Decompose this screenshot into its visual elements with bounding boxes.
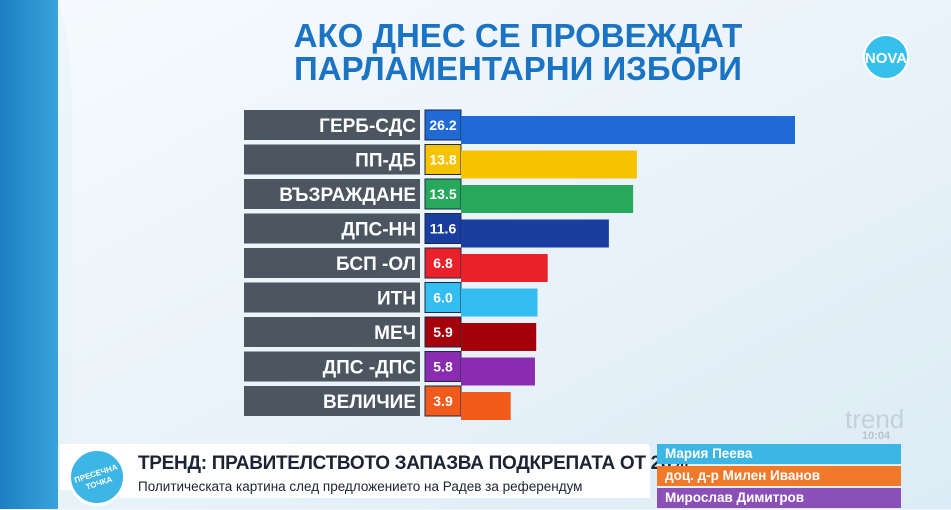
headline: ТРЕНД: ПРАВИТЕЛСТВОТО ЗАПАЗВА ПОДКРЕПАТА… — [138, 453, 688, 474]
bar-7 — [461, 357, 535, 386]
category-label-box-7 — [244, 351, 420, 382]
value-label-5: 6.0 — [433, 290, 453, 306]
category-label-2: ВЪЗРАЖДАНЕ — [279, 185, 416, 206]
bar-0 — [461, 116, 795, 144]
category-label-box-1 — [244, 144, 420, 175]
value-label-6: 5.9 — [433, 324, 453, 340]
left-band — [0, 0, 58, 509]
bar-4 — [461, 254, 548, 282]
guest-list: Мария Пеева доц. д-р Милен Иванов Миросл… — [657, 444, 901, 510]
value-label-box-5 — [424, 282, 462, 313]
category-label-8: ВЕЛИЧИЕ — [323, 392, 416, 413]
subline-band — [120, 476, 650, 498]
left-band-curve — [58, 0, 72, 509]
lower-third: ТРЕНД: ПРАВИТЕЛСТВОТО ЗАПАЗВА ПОДКРЕПАТА… — [60, 444, 688, 509]
value-label-0: 26.2 — [429, 117, 456, 133]
value-label-7: 5.8 — [433, 359, 453, 375]
category-label-box-2 — [244, 179, 420, 209]
category-label-1: ПП-ДБ — [355, 151, 416, 172]
show-logo: ПРЕСЕЧНА ТОЧКА — [68, 448, 126, 506]
bar-3 — [461, 219, 609, 248]
bars-group: ГЕРБ-СДС 26.2 ПП-ДБ 13.8 ВЪЗРАЖДАНЕ 13.5 ДПС-Н… — [244, 109, 795, 420]
value-label-3: 11.6 — [430, 221, 457, 237]
trend-logo: trend — [845, 404, 904, 434]
clock: 10:04 — [862, 430, 891, 442]
value-label-box-1 — [424, 144, 462, 175]
category-label-5: ИТН — [377, 289, 416, 310]
guest-name-2: доц. д-р Милен Иванов — [657, 466, 901, 486]
category-label-4: БСП -ОЛ — [336, 254, 416, 275]
value-label-box-3 — [424, 213, 462, 244]
value-label-box-7 — [424, 351, 462, 382]
category-label-box-6 — [244, 317, 420, 347]
value-label-box-2 — [424, 178, 462, 210]
category-label-box-0 — [244, 110, 420, 140]
bar-5 — [461, 288, 538, 317]
nova-logo: NOVA — [863, 34, 909, 80]
value-label-8: 3.9 — [433, 393, 453, 409]
nova-logo-text: NOVA — [865, 50, 907, 67]
category-label-0: ГЕРБ-СДС — [319, 116, 416, 137]
value-label-box-0 — [424, 109, 462, 141]
category-label-box-3 — [244, 213, 420, 244]
category-label-7: ДПС -ДПС — [323, 358, 417, 379]
category-label-3: ДПС-НН — [341, 220, 416, 241]
bar-8 — [461, 392, 511, 420]
value-label-1: 13.8 — [429, 152, 456, 168]
chart-title-line-1: АКО ДНЕС СЕ ПРОВЕЖДАТ — [294, 17, 743, 54]
category-label-box-4 — [244, 248, 420, 278]
category-label-box-5 — [244, 282, 420, 313]
guest-name-3: Мирослав Димитров — [657, 488, 901, 508]
value-label-2: 13.5 — [429, 186, 456, 202]
bar-1 — [461, 150, 637, 179]
value-label-4: 6.8 — [433, 255, 453, 271]
category-label-6: МЕЧ — [374, 323, 416, 344]
subline: Политическата картина след предложението… — [138, 479, 583, 494]
chart-title-line-2: ПАРЛАМЕНТАРНИ ИЗБОРИ — [294, 50, 742, 87]
trend-logo-text: trend — [845, 404, 904, 434]
bar-6 — [461, 323, 537, 351]
guest-name-1: Мария Пеева — [657, 444, 901, 464]
category-label-box-8 — [244, 386, 420, 416]
bar-2 — [461, 185, 634, 213]
